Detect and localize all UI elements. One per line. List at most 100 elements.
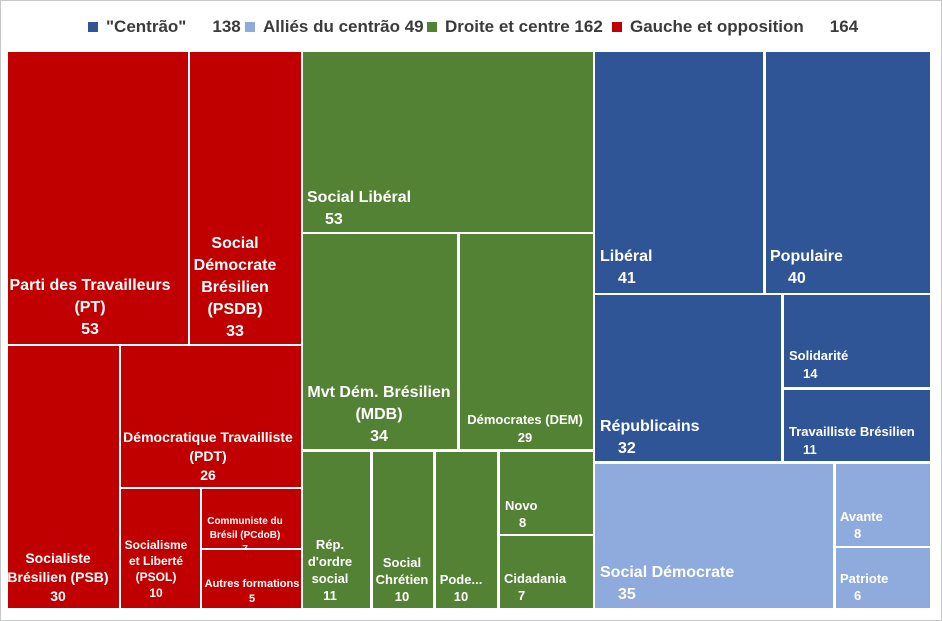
treemap-label: Autres formations bbox=[205, 578, 300, 590]
treemap-value: 11 bbox=[323, 588, 337, 603]
legend-label-allies: Alliés du centrão 49 bbox=[263, 17, 424, 36]
legend: "Centrão" 138 Alliés du centrão 49 Droit… bbox=[0, 0, 942, 50]
treemap-rect bbox=[500, 452, 593, 534]
treemap-value: 7 bbox=[518, 588, 525, 603]
treemap-rect bbox=[121, 346, 301, 487]
treemap-value: 53 bbox=[81, 321, 99, 338]
treemap-label: Parti des Travailleurs bbox=[10, 277, 171, 294]
treemap-label: Pode... bbox=[440, 572, 483, 587]
treemap-label: d'ordre bbox=[308, 554, 352, 569]
treemap-cell: Rép. d'ordre social 11 bbox=[303, 452, 370, 608]
legend-item-droite: Droite et centre 162 bbox=[427, 14, 603, 40]
treemap-label: (PSDB) bbox=[207, 301, 262, 318]
treemap-cell: Populaire 40 bbox=[766, 52, 930, 293]
treemap-rect bbox=[190, 52, 301, 344]
treemap-label: Social bbox=[383, 555, 421, 570]
treemap-rect bbox=[202, 489, 301, 548]
legend-swatch-gauche bbox=[612, 22, 622, 32]
treemap-label: Socialisme bbox=[125, 538, 188, 552]
legend-swatch-allies bbox=[245, 22, 255, 32]
treemap-cell: Communiste du Brésil (PCdoB) 7 bbox=[202, 489, 301, 555]
treemap-value: 10 bbox=[395, 589, 409, 604]
treemap-label: Novo bbox=[505, 498, 538, 513]
treemap-value: 34 bbox=[370, 428, 388, 445]
treemap-label: Républicains bbox=[600, 418, 700, 435]
treemap-label: Communiste du bbox=[207, 516, 283, 527]
treemap-value: 6 bbox=[854, 588, 861, 603]
legend-label-gauche: Gauche et opposition bbox=[630, 17, 804, 36]
treemap-cell: Social Chrétien 10 bbox=[373, 452, 433, 608]
treemap-value: 8 bbox=[519, 515, 526, 530]
treemap-value: 14 bbox=[803, 366, 818, 381]
treemap-rect bbox=[436, 452, 497, 608]
treemap-label: Socialiste bbox=[25, 550, 91, 566]
legend-swatch-droite bbox=[427, 22, 437, 32]
legend-value-gauche: 164 bbox=[829, 17, 859, 36]
legend-swatch-centrao bbox=[88, 22, 98, 32]
treemap-cell: Avante 8 bbox=[836, 464, 930, 546]
treemap-label: Chrétien bbox=[376, 572, 429, 587]
treemap-rect bbox=[303, 452, 370, 608]
treemap-rect bbox=[784, 390, 930, 461]
treemap-label: Travailliste Brésilien bbox=[789, 424, 915, 439]
treemap-rect bbox=[121, 489, 200, 608]
treemap-label: Populaire bbox=[770, 248, 843, 265]
treemap-cell: Social Démocrate 35 bbox=[595, 464, 833, 608]
treemap-cell: Solidarité 14 bbox=[784, 295, 930, 387]
legend-item-gauche: Gauche et opposition 164 bbox=[612, 14, 858, 40]
treemap-label: Démocrate bbox=[194, 257, 277, 274]
treemap-rect bbox=[460, 234, 593, 449]
treemap-rect bbox=[595, 464, 833, 608]
legend-label-droite: Droite et centre 162 bbox=[445, 17, 603, 36]
treemap-cell: Socialisme et Liberté (PSOL) 10 bbox=[121, 489, 200, 608]
treemap-rect bbox=[373, 452, 433, 608]
treemap-cell: Patriote 6 bbox=[836, 548, 930, 608]
treemap-value: 26 bbox=[200, 467, 216, 483]
treemap-rect bbox=[202, 550, 301, 608]
treemap-label: Social Démocrate bbox=[600, 564, 734, 581]
treemap-cell: Travailliste Brésilien 11 bbox=[784, 390, 930, 461]
treemap-value: 41 bbox=[618, 270, 636, 287]
legend-value-centrao: 138 bbox=[212, 17, 241, 36]
treemap-value: 5 bbox=[249, 593, 255, 605]
treemap-value: 10 bbox=[454, 589, 468, 604]
treemap-value: 30 bbox=[50, 588, 66, 604]
treemap-cell: Social Démocrate Brésilien (PSDB) 33 bbox=[190, 52, 301, 344]
treemap-label: Brésilien (PSB) bbox=[7, 569, 108, 585]
treemap-label: (PSOL) bbox=[136, 570, 177, 584]
treemap-label: Démocrates (DEM) bbox=[467, 412, 583, 427]
treemap-label: Patriote bbox=[840, 571, 888, 586]
treemap-value: 32 bbox=[618, 440, 636, 457]
treemap-cell: Républicains 32 bbox=[595, 295, 781, 461]
treemap-rect bbox=[836, 464, 930, 546]
treemap-value: 10 bbox=[149, 586, 163, 600]
treemap-rect bbox=[784, 295, 930, 387]
treemap-cell: Cidadania 7 bbox=[500, 536, 593, 608]
treemap-value: 7 bbox=[242, 544, 248, 555]
treemap-label: (PDT) bbox=[189, 448, 226, 464]
treemap-rect bbox=[8, 52, 188, 344]
treemap-value: 40 bbox=[788, 270, 806, 287]
treemap-cell: Démocratique Travailliste (PDT) 26 bbox=[121, 346, 301, 487]
treemap-label: Social Libéral bbox=[307, 189, 411, 206]
treemap-cell: Mvt Dém. Brésilien (MDB) 34 bbox=[303, 234, 457, 449]
legend-item-allies: Alliés du centrão 49 bbox=[245, 14, 424, 40]
legend-label-centrao: "Centrão" bbox=[106, 17, 187, 36]
treemap-value: 35 bbox=[618, 586, 636, 603]
treemap-cell: Libéral 41 bbox=[595, 52, 763, 293]
treemap-label: Rép. bbox=[316, 537, 344, 552]
treemap-cell: Novo 8 bbox=[500, 452, 593, 534]
treemap-rect bbox=[8, 346, 119, 608]
treemap-label: (PT) bbox=[74, 299, 105, 316]
treemap-label: Cidadania bbox=[504, 571, 567, 586]
treemap-label: Libéral bbox=[600, 248, 652, 265]
treemap-label: Mvt Dém. Brésilien bbox=[307, 384, 450, 401]
treemap-rect bbox=[766, 52, 930, 293]
treemap-rect bbox=[595, 295, 781, 461]
treemap-label: Démocratique Travailliste bbox=[123, 429, 293, 445]
treemap-label: Social bbox=[211, 235, 258, 252]
treemap-rect bbox=[303, 234, 457, 449]
treemap-value: 29 bbox=[518, 430, 532, 445]
treemap-label: Solidarité bbox=[789, 348, 848, 363]
